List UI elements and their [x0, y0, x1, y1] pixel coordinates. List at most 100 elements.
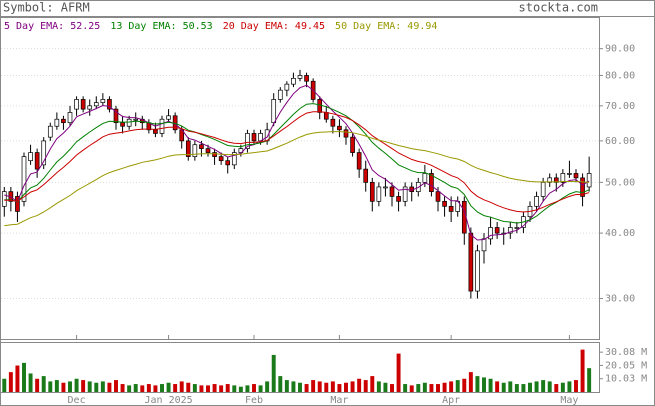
volume-bar — [370, 376, 375, 392]
candle-body — [369, 182, 375, 202]
candle-body — [245, 133, 250, 149]
candle-body — [80, 99, 86, 110]
volume-panel — [0, 342, 600, 393]
volume-bar — [219, 385, 224, 392]
candle-body — [67, 112, 73, 124]
candle-body — [481, 238, 487, 252]
candle-body — [251, 133, 257, 142]
volume-bar — [15, 365, 20, 392]
candle-body — [448, 205, 454, 212]
volume-bar — [120, 384, 125, 392]
volume-bar — [422, 382, 427, 392]
candle-body — [317, 99, 323, 113]
volume-bar — [337, 384, 342, 392]
volume-bar — [429, 384, 434, 392]
volume-bar — [462, 378, 467, 392]
candle-body — [159, 118, 165, 134]
volume-bar — [74, 378, 79, 392]
volume-bar — [160, 384, 164, 392]
candle-body — [205, 148, 211, 153]
candle-body — [422, 173, 428, 183]
volume-bar — [265, 381, 270, 392]
volume-bar — [94, 382, 99, 392]
volume-bar — [166, 382, 171, 392]
x-tick-label: Jan 2025 — [144, 395, 192, 406]
volume-bar — [357, 378, 362, 392]
candle-body — [350, 136, 355, 153]
candle-body — [271, 99, 277, 124]
candle-body — [21, 156, 27, 202]
volume-bar — [245, 385, 250, 392]
volume-bar — [363, 380, 368, 392]
candle-body — [389, 186, 395, 197]
candle-body — [534, 196, 539, 207]
volume-bar — [146, 384, 151, 392]
candle-body — [586, 173, 592, 188]
ema-line — [4, 103, 590, 224]
volume-bar — [206, 385, 210, 392]
volume-bar — [574, 380, 578, 392]
candle-body — [494, 227, 500, 234]
volume-bar — [8, 372, 13, 392]
x-tick-label: Mar — [330, 395, 348, 406]
volume-bar — [468, 372, 473, 392]
ema-line — [4, 84, 590, 241]
candle-body — [47, 125, 53, 138]
candle-body — [100, 99, 106, 103]
candle-body — [343, 129, 349, 138]
legend-entry: 50 Day EMA: 49.94 — [335, 21, 437, 32]
y-tick-label: 30.00 — [605, 294, 635, 305]
candle-body — [93, 102, 99, 107]
candle-body — [15, 196, 20, 212]
volume-bar — [317, 381, 322, 392]
x-tick-label: Dec — [68, 395, 86, 406]
candle-body — [218, 156, 224, 162]
volume-bar — [534, 381, 539, 392]
volume-bar — [580, 349, 585, 392]
volume-bar — [199, 385, 204, 392]
volume-bar — [100, 381, 105, 392]
candle-body — [560, 173, 566, 183]
volume-bar — [409, 385, 414, 392]
volume-bar — [495, 381, 500, 392]
y-tick-label: 10.03 M — [605, 374, 647, 385]
y-tick-label: 20.05 M — [605, 360, 647, 371]
volume-bar — [298, 382, 302, 392]
x-tick-label: Feb — [245, 395, 263, 406]
candle-body — [297, 75, 303, 79]
volume-bar — [179, 381, 184, 392]
candle-body — [330, 118, 336, 127]
candle-body — [54, 118, 60, 127]
volume-bar — [482, 377, 486, 392]
volume-bar — [442, 382, 447, 392]
candle-body — [304, 75, 309, 82]
volume-bar — [344, 382, 348, 392]
legend-entry: 5 Day EMA: 52.25 — [4, 21, 100, 32]
candle-body — [402, 186, 408, 202]
volume-bar — [547, 381, 552, 392]
candle-body — [337, 125, 342, 131]
volume-bar — [554, 384, 559, 392]
volume-bar — [304, 384, 309, 392]
volume-bar — [455, 380, 460, 392]
y-tick-label: 40.00 — [605, 228, 635, 239]
ema-line — [4, 111, 590, 213]
volume-bar — [140, 385, 145, 392]
volume-bar — [225, 384, 230, 392]
volume-bar — [311, 380, 316, 392]
volume-bar — [501, 382, 506, 392]
volume-bar — [41, 376, 46, 392]
volume-bar — [61, 382, 66, 392]
volume-bar — [48, 381, 53, 392]
x-tick-label: May — [560, 395, 578, 406]
volume-bar — [560, 382, 565, 392]
candle-body — [28, 152, 33, 162]
volume-bar — [258, 385, 263, 392]
candle-body — [475, 250, 480, 292]
volume-bar — [238, 386, 243, 392]
candle-body — [133, 118, 139, 121]
volume-bar — [232, 385, 237, 392]
volume-bar — [2, 378, 7, 392]
volume-bar — [521, 384, 526, 392]
